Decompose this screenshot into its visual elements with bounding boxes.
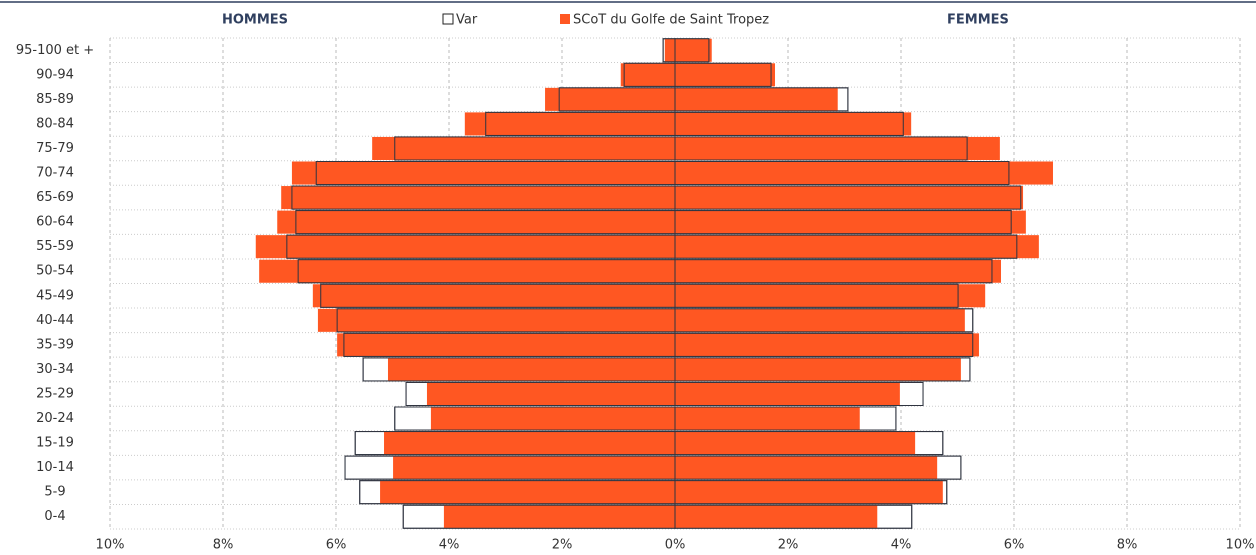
- bar: [675, 431, 916, 455]
- x-tick-label: 10%: [1226, 538, 1255, 553]
- bar: [372, 136, 675, 160]
- y-tick-label: 30-34: [36, 362, 74, 377]
- bar: [675, 456, 938, 480]
- bar-outline: [674, 234, 1018, 259]
- bar: [393, 456, 675, 480]
- bar: [675, 259, 1002, 283]
- x-tick-label: 10%: [96, 538, 125, 553]
- bar: [277, 210, 675, 234]
- bar: [430, 407, 675, 431]
- bar: [675, 308, 965, 332]
- y-tick-label: 80-84: [36, 116, 74, 131]
- bar-outline: [674, 136, 968, 161]
- bar: [675, 210, 1026, 234]
- bar: [675, 235, 1039, 259]
- x-tick-label: 8%: [213, 538, 234, 553]
- bar: [675, 407, 860, 431]
- x-tick-label: 4%: [891, 538, 912, 553]
- bar: [464, 112, 675, 136]
- x-tick-label: 8%: [1117, 538, 1138, 553]
- y-tick-label: 35-39: [36, 337, 74, 352]
- bar-outline: [674, 87, 849, 112]
- bar: [255, 235, 675, 259]
- y-tick-label: 20-24: [36, 411, 74, 426]
- bar-outline: [674, 431, 944, 456]
- bar-outline: [674, 62, 772, 87]
- y-tick-label: 15-19: [36, 436, 74, 451]
- y-tick-label: 55-59: [36, 239, 74, 254]
- bar-outline: [674, 111, 904, 136]
- bar-outline: [674, 480, 948, 505]
- right-label: FEMMES: [947, 13, 1009, 28]
- x-tick-label: 2%: [778, 538, 799, 553]
- x-tick-label: 6%: [326, 538, 347, 553]
- bar-outline: [674, 210, 1012, 235]
- legend-swatch: [560, 14, 570, 24]
- bar: [675, 87, 838, 111]
- bar: [545, 87, 675, 111]
- bar: [380, 480, 675, 504]
- x-tick-label: 0%: [665, 538, 686, 553]
- bar-outline: [674, 38, 710, 63]
- y-tick-label: 10-14: [36, 460, 74, 475]
- bar: [664, 38, 675, 62]
- x-tick-label: 2%: [552, 538, 573, 553]
- bar: [426, 382, 675, 406]
- bar: [337, 333, 675, 357]
- bar: [675, 38, 712, 62]
- bar: [312, 284, 675, 308]
- bar-outline: [674, 259, 993, 284]
- bar: [384, 431, 675, 455]
- bar: [675, 284, 986, 308]
- bar-outline: [674, 185, 1022, 210]
- y-tick-label: 95-100 et +: [16, 43, 94, 58]
- bar: [675, 186, 1024, 210]
- bar: [675, 63, 776, 87]
- legend-label: Var: [456, 13, 478, 28]
- bar-outline: [674, 406, 897, 431]
- y-tick-label: 65-69: [36, 190, 74, 205]
- y-tick-label: 85-89: [36, 92, 74, 107]
- bar: [675, 136, 1000, 160]
- bar: [620, 63, 675, 87]
- y-tick-label: 75-79: [36, 141, 74, 156]
- bar-outline: [674, 455, 962, 480]
- bar-outline: [674, 332, 974, 357]
- bar-outline: [674, 504, 913, 529]
- bar: [675, 333, 979, 357]
- bar: [281, 186, 675, 210]
- bar-outline: [674, 357, 971, 382]
- bar-outline: [674, 308, 974, 333]
- bar-outline: [674, 381, 924, 407]
- bar: [317, 308, 675, 332]
- bar: [291, 161, 675, 185]
- y-tick-label: 90-94: [36, 67, 74, 82]
- bar: [675, 382, 900, 406]
- bar-outline: [674, 283, 959, 308]
- y-tick-label: 50-54: [36, 264, 74, 279]
- y-tick-label: 70-74: [36, 166, 74, 181]
- legend-swatch: [442, 13, 454, 25]
- y-tick-label: 45-49: [36, 288, 74, 303]
- x-tick-label: 6%: [1004, 538, 1025, 553]
- legend-label: SCoT du Golfe de Saint Tropez: [573, 13, 769, 28]
- bar: [259, 259, 675, 283]
- bar: [675, 161, 1053, 185]
- x-tick-label: 4%: [439, 538, 460, 553]
- bar: [675, 505, 878, 529]
- bar: [443, 505, 675, 529]
- left-label: HOMMES: [222, 13, 288, 28]
- bar: [675, 112, 912, 136]
- y-tick-label: 25-29: [36, 386, 74, 401]
- bar: [675, 357, 961, 381]
- bar: [675, 480, 943, 504]
- y-tick-label: 5-9: [44, 485, 65, 500]
- bar-outline: [674, 161, 1010, 186]
- y-tick-label: 0-4: [44, 509, 65, 524]
- bar: [387, 357, 675, 381]
- y-tick-label: 60-64: [36, 215, 74, 230]
- y-tick-label: 40-44: [36, 313, 74, 328]
